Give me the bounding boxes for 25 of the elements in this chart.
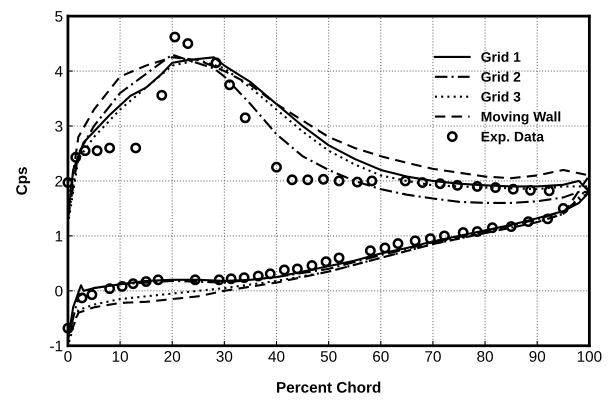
x-tick-label: 20	[164, 351, 180, 362]
y-axis-title: Cps	[16, 167, 30, 195]
x-tick-label: 0	[64, 351, 72, 362]
x-tick-label: 100	[578, 351, 602, 362]
y-tick-label: 5	[55, 11, 62, 22]
x-tick-label: 90	[529, 351, 546, 362]
x-tick-label: 70	[425, 351, 441, 362]
y-tick-label: -1	[50, 340, 62, 352]
y-tick-label: 1	[56, 230, 62, 242]
legend-label: Moving Wall	[482, 111, 560, 124]
x-tick-label: 40	[268, 351, 284, 362]
y-tick-label: 0	[55, 286, 62, 297]
legend-label: Grid 3	[481, 91, 520, 102]
y-tick-label: 2	[55, 176, 62, 186]
x-tick-label: 50	[320, 351, 337, 362]
x-tick-label: 80	[477, 351, 493, 362]
legend-label: Grid 2	[481, 72, 520, 82]
legend-label: Grid 1	[481, 52, 520, 62]
legend-label: Exp. Data	[482, 132, 544, 144]
y-tick-label: 3	[55, 120, 62, 132]
x-axis-title: Percent Chord	[277, 382, 380, 393]
x-tick-label: 30	[216, 351, 232, 362]
x-tick-label: 60	[373, 351, 389, 362]
y-tick-label: 4	[54, 66, 63, 77]
x-tick-label: 10	[112, 351, 128, 362]
